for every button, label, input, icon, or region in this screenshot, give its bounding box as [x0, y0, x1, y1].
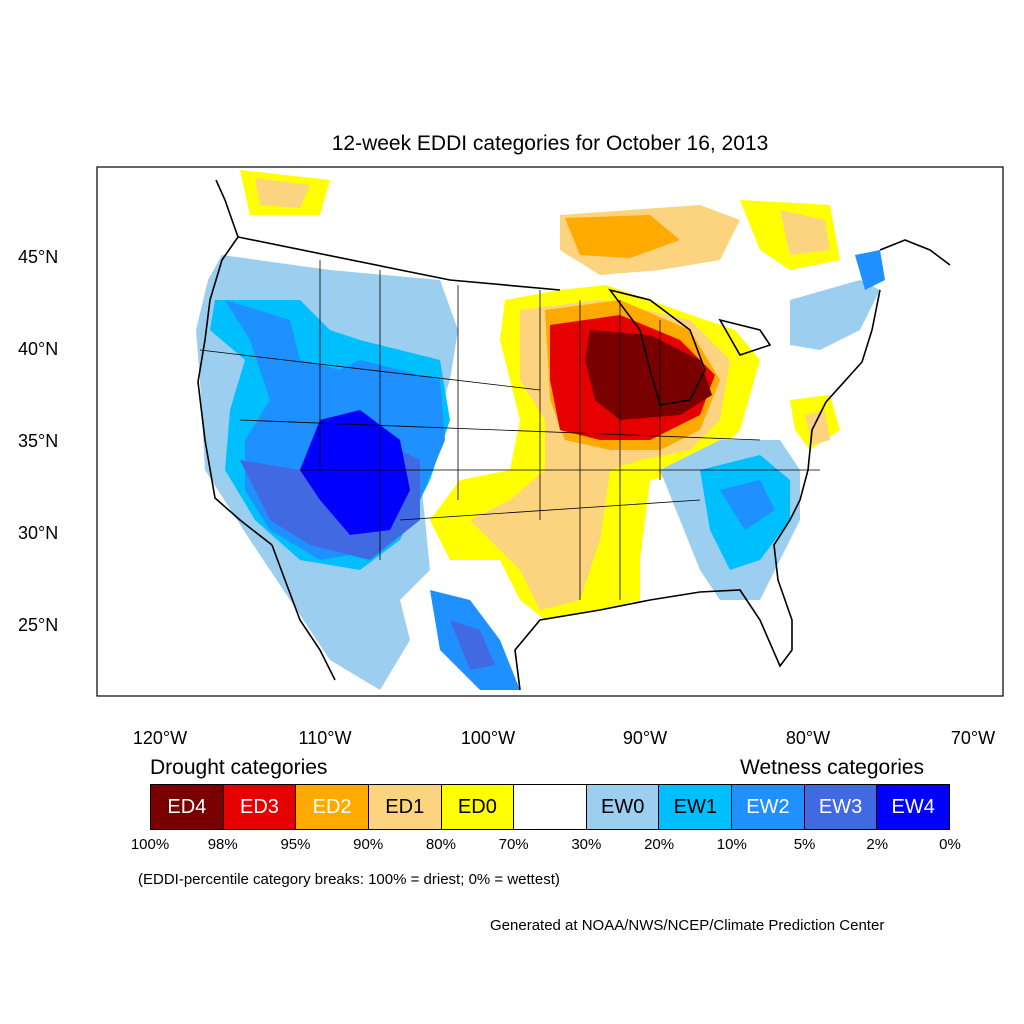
legend-break-label: 20%	[644, 836, 675, 853]
legend-box-ew0: EW0	[586, 785, 660, 829]
wetness-heading: Wetness categories	[740, 756, 925, 779]
lat-tick-45: 45°N	[18, 247, 59, 267]
legend-break-label: 2%	[866, 836, 889, 853]
legend-break-label: 90%	[353, 836, 384, 853]
lon-tick-90: 90°W	[622, 728, 668, 748]
legend-break-label: 30%	[571, 836, 602, 853]
legend-bar: ED4 ED3 ED2 ED1 ED0 EW0 EW1 EW2 EW3 EW4	[150, 784, 950, 830]
region-ed2-canada	[565, 215, 680, 258]
legend-box-ew4: EW4	[877, 785, 950, 829]
lon-tick-100: 100°W	[460, 728, 516, 748]
region-ew-northeast	[790, 280, 880, 350]
legend-break-label: 98%	[207, 836, 238, 853]
baja-coast	[271, 544, 336, 681]
lon-tick-120: 120°W	[132, 728, 188, 748]
legend-box-ed1: ED1	[368, 785, 442, 829]
region-ew4-west	[300, 410, 410, 535]
gulf-coast	[514, 289, 881, 691]
legend-break-label: 80%	[425, 836, 456, 853]
lon-tick-70: 70°W	[950, 728, 996, 748]
legend-box-ew2: EW2	[732, 785, 805, 829]
region-ed4-central	[585, 330, 712, 420]
footnote: (EDDI-percentile category breaks: 100% =…	[138, 871, 560, 888]
great-lakes	[608, 288, 706, 406]
legend-break-label: 95%	[280, 836, 311, 853]
state-borders	[199, 260, 820, 600]
legend-break-label: 70%	[498, 836, 529, 853]
drought-heading: Drought categories	[150, 756, 328, 779]
credit: Generated at NOAA/NWS/NCEP/Climate Predi…	[490, 917, 885, 934]
lat-tick-25: 25°N	[18, 615, 59, 635]
legend-break-label: 100%	[130, 836, 170, 853]
legend-break-label: 5%	[793, 836, 816, 853]
west-coast	[197, 179, 273, 546]
legend-box-ed3: ED3	[223, 785, 297, 829]
legend-box-ew3: EW3	[804, 785, 878, 829]
map-title: 12-week EDDI categories for October 16, …	[331, 132, 769, 155]
lon-tick-110: 110°W	[298, 728, 352, 748]
legend-box-ed2: ED2	[296, 785, 369, 829]
map-frame	[96, 166, 1004, 697]
canada-border	[237, 236, 561, 291]
legend-box-ew1: EW1	[659, 785, 733, 829]
legend-box-ed0: ED0	[441, 785, 515, 829]
legend-box-normal	[514, 785, 587, 829]
legend-break-label: 10%	[716, 836, 747, 853]
canada-coast	[879, 239, 951, 266]
legend-break-label: 0%	[939, 836, 961, 853]
lon-tick-80: 80°W	[785, 728, 831, 748]
lat-tick-30: 30°N	[18, 523, 59, 543]
lat-tick-40: 40°N	[18, 339, 59, 359]
legend-box-ed4: ED4	[151, 785, 224, 829]
lat-tick-35: 35°N	[18, 431, 59, 451]
